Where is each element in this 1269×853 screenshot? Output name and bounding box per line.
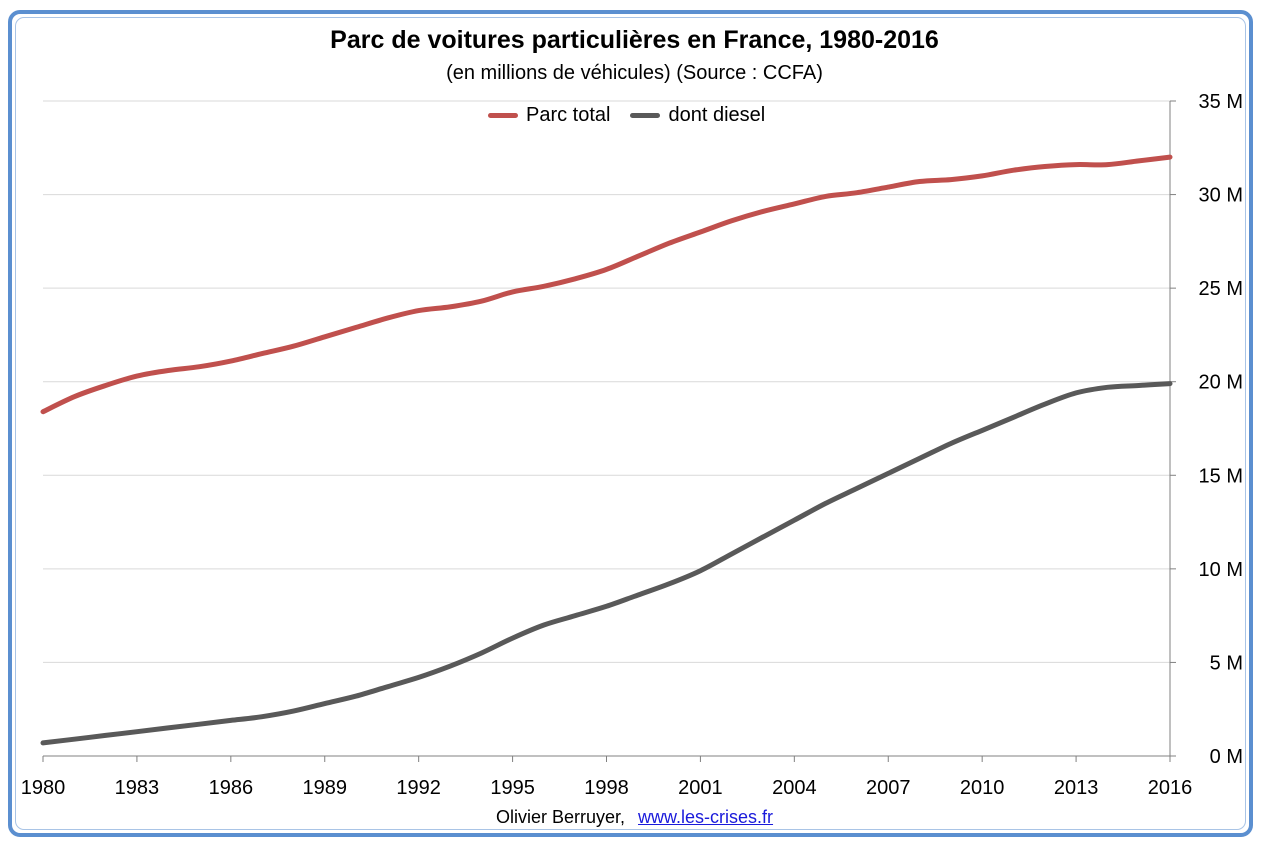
chart-frame-inner-border: [15, 17, 1246, 830]
y-tick-label: 15 M: [1199, 465, 1243, 487]
x-tick-label: 1998: [584, 777, 629, 799]
x-tick-label: 2010: [960, 777, 1005, 799]
legend-swatch-dont-diesel: [630, 113, 661, 118]
chart-frame: [8, 10, 1253, 837]
y-tick-label: 25 M: [1199, 278, 1243, 300]
y-tick-label: 10 M: [1199, 559, 1243, 581]
series-line-dont-diesel: [40, 381, 1173, 746]
x-tick-label: 2007: [866, 777, 911, 799]
legend-item-dont-diesel: dont diesel: [630, 104, 765, 127]
x-tick-label: 1986: [209, 777, 254, 799]
legend-label-dont-diesel: dont diesel: [668, 104, 766, 126]
x-tick-label: 1995: [490, 777, 535, 799]
x-tick-label: 2001: [678, 777, 723, 799]
x-tick-label: 1989: [303, 777, 348, 799]
axes: 0 M 5 M 10 M 15 M 20 M 25 M 30 M 35 M 1980 1983 19…: [21, 91, 1243, 799]
footer-author: Olivier Berruyer,: [495, 807, 625, 827]
legend-swatch-parc-total: [488, 113, 518, 118]
footer-link[interactable]: www.les-crises.fr: [638, 807, 774, 827]
gridlines: [43, 100, 1170, 663]
chart-subtitle: (en millions de véhicules) (Source : CCF…: [446, 62, 823, 84]
series-line-parc-total: [40, 154, 1173, 415]
series-lines: [40, 154, 1173, 746]
x-tick-label: 2004: [772, 777, 817, 799]
x-tick-label: 2016: [1148, 777, 1193, 799]
x-tick-label: 1983: [115, 777, 160, 799]
y-tick-label: 5 M: [1210, 652, 1243, 674]
y-tick-label: 30 M: [1199, 185, 1243, 207]
y-tick-label: 20 M: [1199, 372, 1243, 394]
chart-title: Parc de voitures particulières en France…: [330, 26, 939, 54]
legend-label-parc-total: Parc total: [526, 104, 611, 126]
y-tick-label: 0 M: [1210, 746, 1243, 768]
x-tick-label: 1980: [21, 777, 66, 799]
y-tick-label: 35 M: [1199, 91, 1243, 113]
x-tick-label: 2013: [1054, 777, 1099, 799]
legend: Parc total dont diesel: [488, 104, 785, 127]
x-tick-label: 1992: [396, 777, 441, 799]
legend-item-parc-total: Parc total: [488, 104, 610, 127]
footer: Olivier Berruyer, www.les-crises.fr: [0, 807, 1269, 828]
